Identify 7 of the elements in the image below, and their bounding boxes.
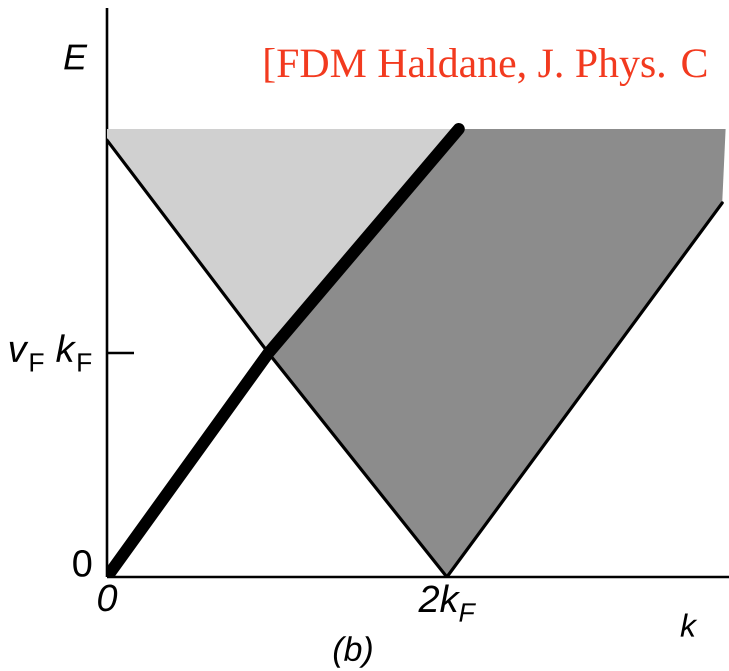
x-axis-title: k bbox=[680, 613, 698, 637]
text: (b) bbox=[334, 636, 372, 668]
x-tick-label: 2k$_{F}$ bbox=[418, 584, 476, 622]
text: v$_{F}$ k$_{F}$ bbox=[10, 334, 92, 372]
text: [FDM Haldane, J. Phys. C bbox=[265, 48, 706, 86]
y-axis-title: E bbox=[64, 44, 88, 70]
text: 0 bbox=[73, 550, 92, 577]
